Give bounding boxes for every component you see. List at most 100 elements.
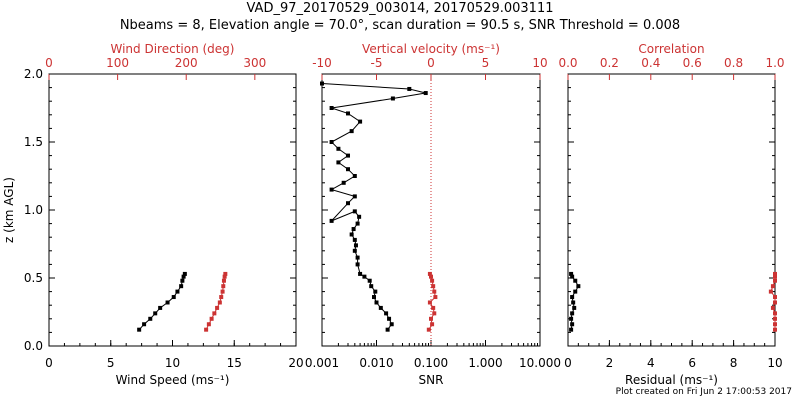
x2-tick-label: 0.6	[683, 56, 702, 70]
bottom-axis-data-point	[349, 232, 354, 237]
top-axis-data-point	[433, 295, 438, 300]
top-axis-data-point	[773, 271, 777, 276]
x2-tick-label: 200	[175, 56, 198, 70]
x-tick-label: 15	[227, 356, 242, 370]
bottom-axis-data-point	[385, 327, 390, 332]
x-tick-label: 20	[288, 356, 303, 370]
top-axis-data-point	[222, 274, 227, 279]
top-axis-data-point	[773, 278, 777, 283]
x2-tick-label: 5	[482, 56, 490, 70]
top-axis-data-point	[431, 284, 436, 289]
x-tick-label: 10	[165, 356, 180, 370]
x-tick-label: 10	[767, 356, 782, 370]
top-axis-data-point	[426, 327, 431, 332]
chart-subtitle: Nbeams = 8, Elevation angle = 70.0°, sca…	[119, 18, 681, 33]
bottom-axis-data-point	[346, 201, 351, 206]
top-axis-data-point	[431, 305, 436, 310]
x-axis-label: Residual (ms⁻¹)	[625, 373, 718, 387]
bottom-axis-data-point	[346, 167, 351, 172]
bottom-axis-data-point	[341, 180, 346, 185]
bottom-axis-data-point	[329, 218, 334, 223]
bottom-axis-data-point	[346, 111, 351, 116]
x-tick-label: 4	[647, 356, 655, 370]
top-axis-data-point	[429, 274, 433, 279]
x-tick-label: 8	[730, 356, 738, 370]
top-axis-data-point	[429, 316, 433, 321]
bottom-axis-data-point	[329, 187, 334, 192]
bottom-axis-data-point	[372, 295, 377, 300]
bottom-axis-data-point	[153, 311, 158, 316]
bottom-axis-data-point	[362, 274, 367, 279]
x2-tick-label: -10	[312, 56, 332, 70]
y-tick-label: 2.0	[24, 67, 43, 81]
bottom-axis-data-point	[320, 81, 324, 86]
bottom-axis-data-point	[355, 221, 360, 226]
bottom-axis-data-point	[352, 174, 357, 178]
plot-created-note: Plot created on Fri Jun 2 17:00:53 2017	[615, 387, 792, 397]
x2-axis-label: Wind Direction (deg)	[111, 42, 235, 56]
x-tick-label: 10.000	[519, 356, 561, 370]
x2-tick-label: -5	[371, 56, 383, 70]
top-axis-data-point	[217, 300, 222, 305]
x2-axis-label: Correlation	[638, 42, 704, 56]
x-tick-label: 5	[107, 356, 115, 370]
bottom-axis-data-point	[329, 106, 334, 110]
bottom-axis-data-point	[570, 322, 575, 327]
bottom-axis-data-point	[358, 271, 363, 276]
bottom-axis-data-point	[142, 322, 147, 327]
top-axis-data-point	[773, 327, 777, 332]
y-tick-label: 0.5	[24, 271, 43, 285]
bottom-axis-data-point	[573, 289, 578, 294]
bottom-axis-data-point	[329, 140, 334, 144]
bottom-axis-data-point	[352, 248, 357, 253]
top-axis-data-point	[773, 274, 777, 279]
top-axis-data-point	[427, 300, 432, 305]
bottom-axis-data-point	[407, 86, 412, 91]
x2-tick-label: 100	[106, 56, 129, 70]
x2-tick-label: 0.0	[558, 56, 577, 70]
bottom-axis-data-point	[373, 289, 378, 294]
bottom-axis-data-point	[378, 305, 383, 310]
top-axis-data-point	[430, 322, 435, 327]
top-axis-data-point	[427, 271, 432, 276]
x-tick-label: 0	[564, 356, 572, 370]
top-axis-data-point	[773, 316, 777, 321]
bottom-axis-data-point	[355, 262, 360, 267]
top-axis-data-point	[221, 284, 226, 289]
x2-tick-label: 1.0	[765, 56, 784, 70]
bottom-axis-data-point	[336, 160, 341, 165]
bottom-axis-data-point	[180, 278, 185, 283]
x-tick-label: 0.001	[305, 356, 339, 370]
bottom-axis-data-point	[570, 295, 575, 300]
top-axis-data-point	[770, 305, 775, 310]
bottom-axis-data-point	[175, 289, 180, 294]
bottom-axis-data-point	[369, 284, 374, 289]
bottom-axis-series-line	[138, 273, 186, 331]
x-tick-label: 0.010	[359, 356, 393, 370]
bottom-axis-data-point	[569, 327, 574, 332]
bottom-axis-data-point	[179, 284, 184, 289]
x-tick-label: 0	[45, 356, 53, 370]
bottom-axis-data-point	[571, 300, 576, 305]
x-tick-label: 1.000	[468, 356, 502, 370]
x2-axis-label: Vertical velocity (ms⁻¹)	[362, 42, 500, 56]
panel-frame	[48, 73, 297, 347]
y-axis-label: z (km AGL)	[2, 177, 16, 243]
bottom-axis-data-point	[351, 227, 356, 232]
x2-tick-label: 10	[532, 56, 547, 70]
x-tick-label: 0.100	[414, 356, 448, 370]
top-axis-data-point	[430, 278, 435, 283]
bottom-axis-data-point	[576, 284, 581, 289]
top-axis-data-point	[204, 327, 209, 332]
x-axis-label: SNR	[419, 373, 444, 387]
bottom-axis-data-point	[570, 274, 575, 279]
y-tick-label: 1.0	[24, 203, 43, 217]
top-axis-data-point	[219, 295, 224, 300]
bottom-axis-data-point	[573, 278, 578, 283]
x2-tick-label: 300	[243, 56, 266, 70]
top-axis-data-point	[768, 289, 773, 294]
bottom-axis-data-point	[346, 153, 351, 158]
top-axis-data-point	[223, 271, 228, 276]
top-axis-data-point	[432, 289, 437, 294]
